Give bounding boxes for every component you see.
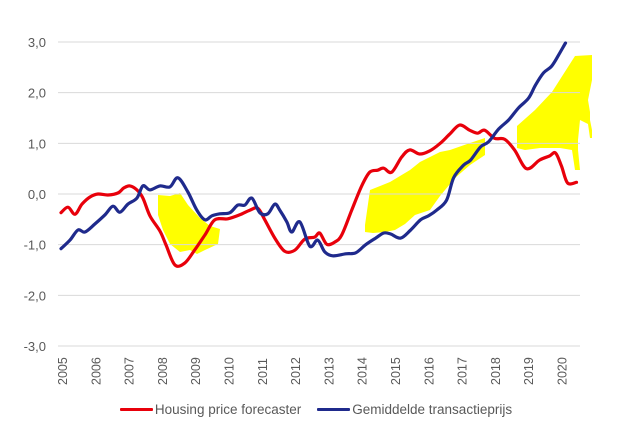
x-tick-label: 2008	[156, 357, 170, 385]
y-tick-label: 3,0	[28, 35, 46, 50]
legend-swatch-blue	[317, 407, 351, 411]
x-tick-label: 2007	[123, 357, 137, 385]
x-tick-label: 2009	[189, 357, 203, 385]
legend: Housing price forecaster Gemiddelde tran…	[0, 398, 632, 420]
x-tick-label: 2019	[522, 357, 536, 385]
highlight-2019-2020	[517, 55, 592, 170]
legend-label: Housing price forecaster	[154, 401, 302, 417]
y-tick-label: -2,0	[24, 288, 46, 303]
x-tick-label: 2014	[356, 357, 370, 385]
legend-swatch-red	[119, 407, 153, 411]
series-line-gemiddelde-transactieprijs	[59, 41, 568, 258]
legend-item-gemiddelde-transactieprijs: Gemiddelde transactieprijs	[317, 402, 512, 417]
legend-label: Gemiddelde transactieprijs	[352, 401, 513, 417]
legend-item-housing-price-forecaster: Housing price forecaster	[119, 401, 302, 417]
highlight-2014-2017	[365, 138, 485, 233]
x-tick-label: 2020	[556, 357, 570, 385]
series-lines	[59, 41, 579, 268]
x-tick-label: 2013	[322, 357, 336, 385]
gridlines	[58, 41, 580, 347]
x-tick-label: 2015	[389, 357, 403, 385]
x-tick-label: 2011	[256, 358, 270, 385]
x-tick-label: 2018	[489, 357, 503, 385]
y-tick-label: 1,0	[28, 136, 46, 151]
y-tick-label: 2,0	[28, 86, 46, 101]
x-tick-label: 2012	[289, 357, 303, 385]
x-axis-ticks: 2005 2006 2007 2008 2009 2010 2011 2012 …	[56, 357, 570, 385]
x-tick-label: 2016	[422, 357, 436, 385]
series-line-housing-price-forecaster	[59, 123, 579, 268]
x-tick-label: 2010	[223, 357, 237, 385]
highlight-2008	[158, 193, 220, 254]
y-tick-label: -3,0	[24, 339, 46, 354]
x-tick-label: 2017	[456, 357, 470, 385]
yellow-highlighter-marks	[158, 55, 592, 254]
x-tick-label: 2006	[89, 357, 103, 385]
y-tick-label: -1,0	[24, 238, 46, 253]
y-axis-ticks: 3,0 2,0 1,0 0,0 -1,0 -2,0 -3,0	[24, 35, 46, 354]
x-tick-label: 2005	[56, 357, 70, 385]
y-tick-label: 0,0	[28, 187, 46, 202]
